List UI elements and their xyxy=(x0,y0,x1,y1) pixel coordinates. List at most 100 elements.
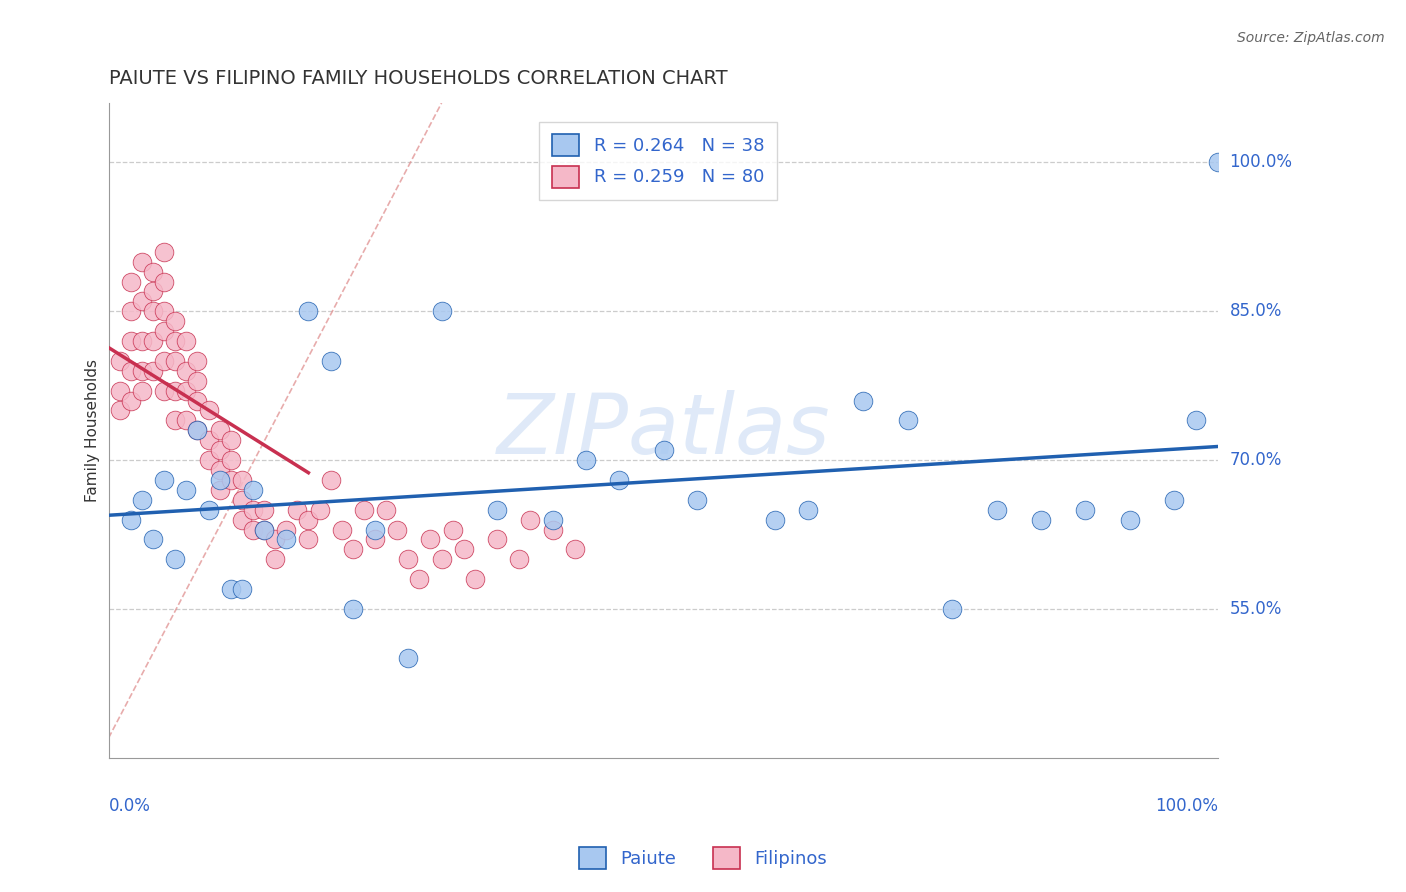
Point xyxy=(176,483,198,497)
Point xyxy=(197,403,219,417)
Point xyxy=(176,364,198,378)
Point xyxy=(219,434,242,448)
Point xyxy=(153,304,176,318)
Text: 0.0%: 0.0% xyxy=(108,797,150,814)
Point xyxy=(652,443,675,458)
Point xyxy=(1074,502,1097,516)
Point xyxy=(165,413,187,427)
Point xyxy=(131,384,153,398)
Point xyxy=(231,582,253,596)
Point xyxy=(319,473,342,487)
Point xyxy=(120,364,142,378)
Point xyxy=(264,552,287,566)
Point xyxy=(607,473,630,487)
Point xyxy=(264,533,287,547)
Legend: Paiute, Filipinos: Paiute, Filipinos xyxy=(572,839,834,876)
Point xyxy=(219,473,242,487)
Point xyxy=(108,354,131,368)
Point xyxy=(342,542,364,557)
Point xyxy=(219,453,242,467)
Point xyxy=(1029,513,1052,527)
Point xyxy=(396,552,419,566)
Point xyxy=(686,492,709,507)
Point xyxy=(108,403,131,417)
Point xyxy=(253,502,276,516)
Point xyxy=(430,552,453,566)
Point xyxy=(330,523,353,537)
Point xyxy=(186,423,208,437)
Point xyxy=(142,285,165,299)
Point xyxy=(242,483,264,497)
Point xyxy=(186,393,208,408)
Point xyxy=(131,254,153,268)
Point xyxy=(142,334,165,348)
Point xyxy=(364,523,387,537)
Point xyxy=(253,523,276,537)
Point xyxy=(385,523,408,537)
Point xyxy=(231,473,253,487)
Point xyxy=(342,602,364,616)
Point xyxy=(486,533,509,547)
Y-axis label: Family Households: Family Households xyxy=(86,359,100,502)
Point xyxy=(120,304,142,318)
Point xyxy=(153,354,176,368)
Point xyxy=(541,513,564,527)
Point xyxy=(197,453,219,467)
Point xyxy=(153,473,176,487)
Point xyxy=(1163,492,1185,507)
Point xyxy=(508,552,530,566)
Point xyxy=(153,275,176,289)
Point xyxy=(375,502,398,516)
Point xyxy=(197,434,219,448)
Point xyxy=(131,294,153,309)
Point xyxy=(897,413,920,427)
Point xyxy=(353,502,375,516)
Point xyxy=(142,533,165,547)
Point xyxy=(231,513,253,527)
Point xyxy=(120,275,142,289)
Text: 100.0%: 100.0% xyxy=(1230,153,1292,171)
Text: 85.0%: 85.0% xyxy=(1230,302,1282,320)
Point xyxy=(131,492,153,507)
Point xyxy=(1118,513,1140,527)
Point xyxy=(208,443,231,458)
Point xyxy=(575,453,598,467)
Point xyxy=(131,364,153,378)
Point xyxy=(852,393,875,408)
Point xyxy=(153,244,176,259)
Point xyxy=(242,523,264,537)
Point xyxy=(120,334,142,348)
Point xyxy=(253,523,276,537)
Point xyxy=(186,374,208,388)
Point xyxy=(430,304,453,318)
Point xyxy=(541,523,564,537)
Point xyxy=(208,423,231,437)
Point xyxy=(153,384,176,398)
Point xyxy=(208,473,231,487)
Text: 100.0%: 100.0% xyxy=(1156,797,1219,814)
Point xyxy=(186,354,208,368)
Point xyxy=(131,334,153,348)
Point xyxy=(208,463,231,477)
Point xyxy=(165,552,187,566)
Point xyxy=(941,602,963,616)
Point xyxy=(308,502,330,516)
Text: ZIPatlas: ZIPatlas xyxy=(496,390,831,471)
Point xyxy=(142,264,165,278)
Text: 55.0%: 55.0% xyxy=(1230,600,1282,618)
Point xyxy=(297,513,319,527)
Point xyxy=(186,423,208,437)
Point xyxy=(763,513,786,527)
Legend: R = 0.264   N = 38, R = 0.259   N = 80: R = 0.264 N = 38, R = 0.259 N = 80 xyxy=(540,122,776,200)
Point xyxy=(297,304,319,318)
Point xyxy=(486,502,509,516)
Point xyxy=(319,354,342,368)
Point xyxy=(276,523,298,537)
Point xyxy=(453,542,475,557)
Point xyxy=(419,533,441,547)
Point xyxy=(142,364,165,378)
Point xyxy=(165,354,187,368)
Point xyxy=(153,324,176,338)
Point xyxy=(176,413,198,427)
Point xyxy=(176,384,198,398)
